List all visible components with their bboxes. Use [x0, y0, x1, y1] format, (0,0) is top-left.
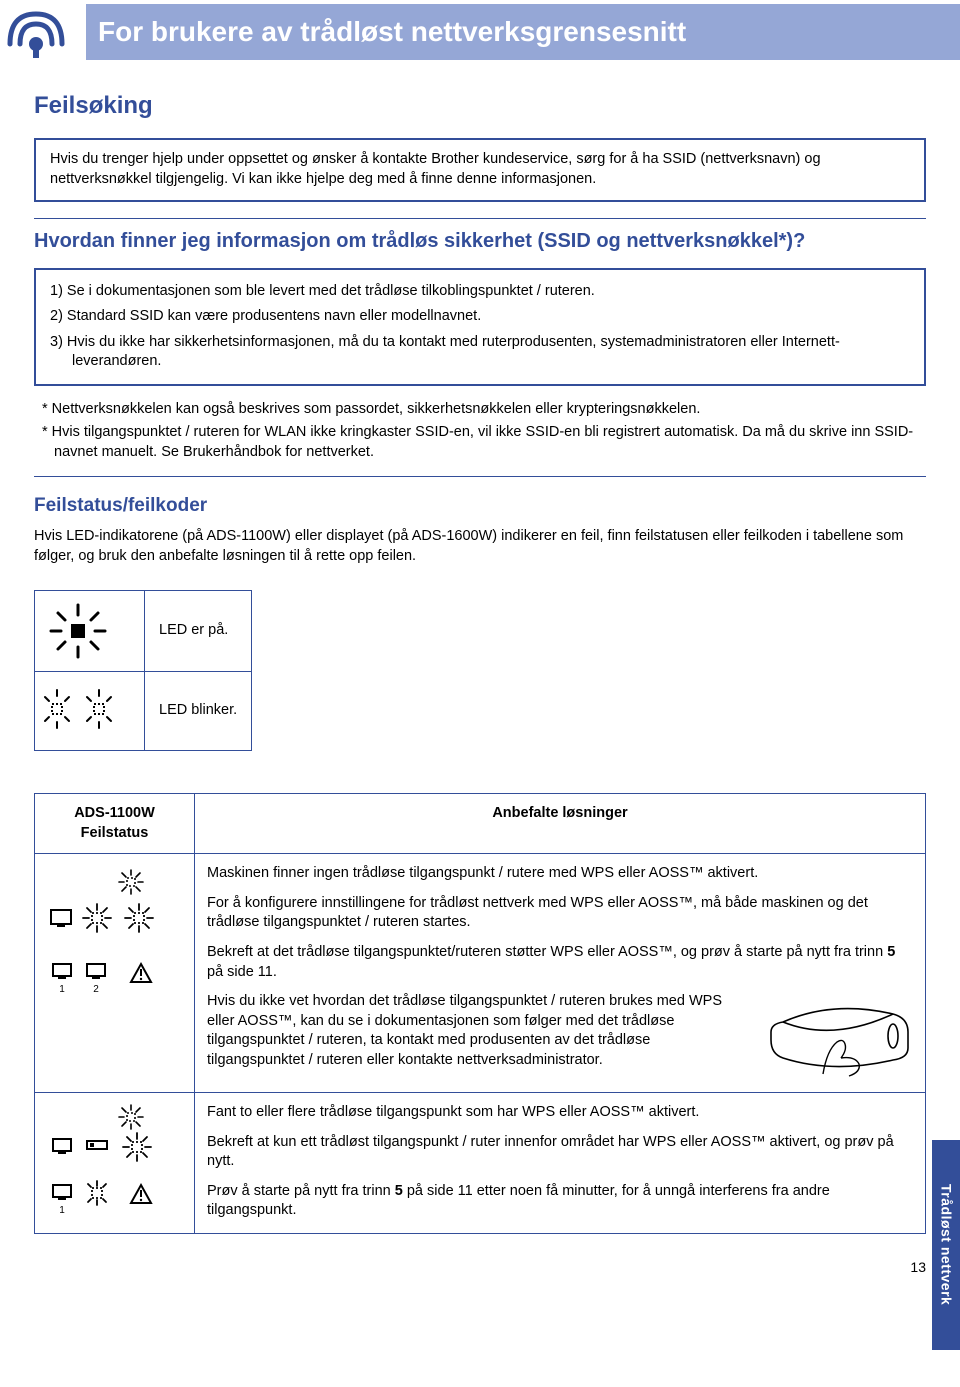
led-on-icon	[35, 591, 145, 672]
page-number: 13	[0, 1234, 960, 1287]
header-title-bar: For brukere av trådløst nettverksgrenses…	[86, 4, 960, 60]
intro-text: Hvis du trenger hjelp under oppsettet og…	[50, 151, 821, 187]
col-solution-header: Anbefalte løsninger	[195, 794, 926, 854]
intro-box: Hvis du trenger hjelp under oppsettet og…	[34, 138, 926, 201]
row1-router-row: Hvis du ikke vet hvordan det trådløse ti…	[207, 992, 913, 1082]
led-on-label: LED er på.	[145, 591, 252, 672]
col-status-header: ADS-1100W Feilstatus	[35, 794, 195, 854]
page-title: For brukere av trådløst nettverksgrenses…	[98, 13, 686, 51]
row1-p2a: For å konfigurere innstillingene for trå…	[207, 894, 913, 933]
svg-text:2: 2	[93, 984, 99, 995]
wireless-icon	[0, 0, 72, 64]
led-blink-label: LED blinker.	[145, 672, 252, 751]
section-divider	[34, 218, 926, 219]
router-illustration	[763, 992, 913, 1082]
row1-p2b: Bekreft at det trådløse tilgangspunktet/…	[207, 943, 913, 982]
feilsoking-heading: Feilsøking	[34, 90, 926, 122]
side-tab: Trådløst nettverk	[932, 1140, 960, 1350]
note-1: * Nettverksnøkkelen kan også beskrives s…	[34, 400, 926, 420]
svg-text:1: 1	[59, 984, 65, 995]
status-cell-1: 1 2	[35, 854, 195, 1093]
svg-text:1: 1	[59, 1205, 65, 1216]
page-header: For brukere av trådløst nettverksgrenses…	[0, 0, 960, 64]
error-table: ADS-1100W Feilstatus Anbefalte løsninger	[34, 793, 926, 1234]
row2-p1: Fant to eller flere trådløse tilgangspun…	[207, 1103, 913, 1123]
status-cell-2: 1	[35, 1093, 195, 1234]
section-divider-2	[34, 476, 926, 477]
row1-p1: Maskinen finner ingen trådløse tilgangsp…	[207, 864, 913, 884]
feilstatus-intro: Hvis LED-indikatorene (på ADS-1100W) ell…	[34, 527, 926, 566]
row2-p2: Bekreft at kun ett trådløst tilgangspunk…	[207, 1133, 913, 1172]
step-1: 1) Se i dokumentasjonen som ble levert m…	[50, 282, 910, 302]
feilstatus-heading: Feilstatus/feilkoder	[34, 493, 926, 519]
step-2: 2) Standard SSID kan være produsentens n…	[50, 307, 910, 327]
hvordan-heading: Hvordan finner jeg informasjon om trådlø…	[34, 229, 926, 254]
solution-cell-1: Maskinen finner ingen trådløse tilgangsp…	[195, 854, 926, 1093]
led-blink-icon	[35, 672, 145, 751]
step-3: 3) Hvis du ikke har sikkerhetsinformasjo…	[50, 333, 910, 372]
steps-box: 1) Se i dokumentasjonen som ble levert m…	[34, 268, 926, 386]
note-2: * Hvis tilgangspunktet / ruteren for WLA…	[34, 423, 926, 462]
led-legend-table: LED er på.	[34, 590, 252, 751]
row1-p3: Hvis du ikke vet hvordan det trådløse ti…	[207, 992, 749, 1070]
solution-cell-2: Fant to eller flere trådløse tilgangspun…	[195, 1093, 926, 1234]
notes-block: * Nettverksnøkkelen kan også beskrives s…	[34, 400, 926, 463]
row2-p3: Prøv å starte på nytt fra trinn 5 på sid…	[207, 1182, 913, 1221]
